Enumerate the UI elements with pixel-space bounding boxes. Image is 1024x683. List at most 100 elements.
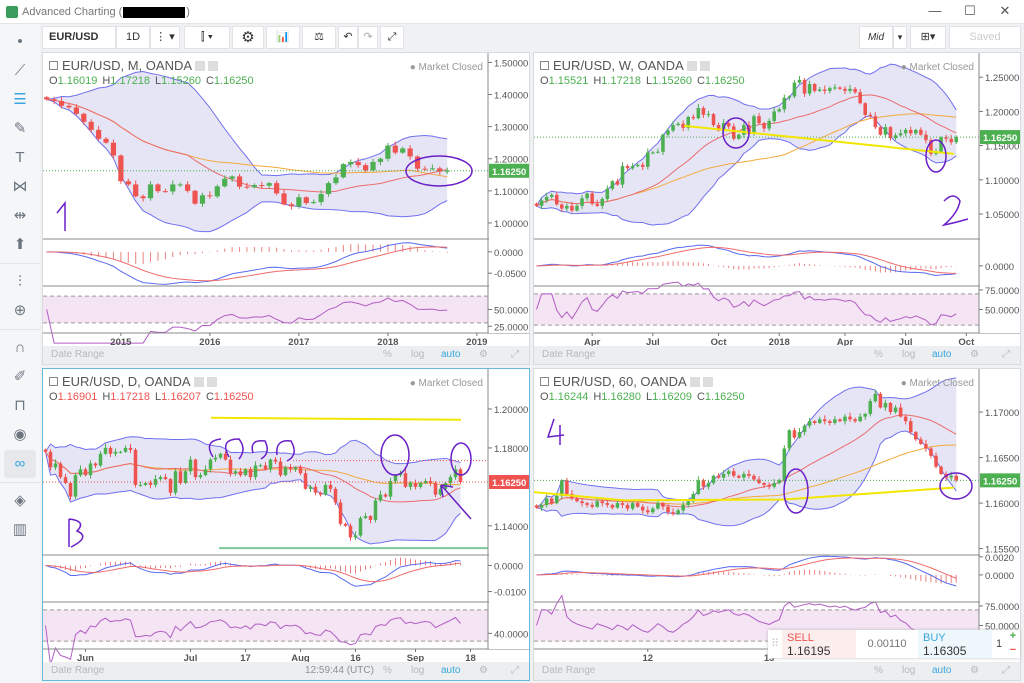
quantity-increase-button[interactable]: + — [1009, 630, 1017, 642]
candle-body — [696, 480, 701, 494]
pane-settings-icon[interactable] — [206, 377, 217, 387]
auto-toggle[interactable]: auto — [441, 349, 461, 360]
price-type-chevron-down-icon[interactable]: ▾ — [893, 26, 907, 49]
brush-icon[interactable]: ✎ — [13, 120, 27, 137]
zoom-in-icon[interactable]: ⊕ — [13, 302, 27, 319]
candle-body — [444, 170, 450, 172]
percent-toggle[interactable]: % — [383, 349, 392, 360]
pane-settings-icon[interactable] — [699, 61, 710, 71]
auto-toggle[interactable]: auto — [441, 665, 461, 676]
price-axis — [980, 53, 1020, 333]
drag-handle-icon[interactable]: ⠿ — [770, 638, 780, 650]
trend-line-icon[interactable]: ⟋ — [14, 62, 26, 79]
maximize-button[interactable]: ☐ — [964, 3, 976, 18]
arrow-up-icon[interactable]: ⬆ — [13, 236, 27, 253]
layers-icon[interactable]: ◈ — [14, 492, 26, 509]
redo-icon[interactable]: ↷ — [358, 26, 378, 49]
pane-title[interactable]: EUR/USD, W, OANDA — [540, 58, 710, 73]
candle-body — [954, 475, 959, 481]
auto-toggle[interactable]: auto — [932, 349, 952, 360]
pane-settings-icon[interactable] — [208, 61, 219, 71]
maximize-pane-icon[interactable]: ⤢ — [1002, 665, 1010, 676]
lock-drawing-icon[interactable]: ✐ — [13, 368, 27, 385]
chart-type-dropdown[interactable]: ⫿ ▾ — [184, 26, 230, 49]
bollinger-lower-line — [45, 451, 461, 545]
link-icon[interactable]: ∞ — [4, 450, 36, 478]
visibility-icon[interactable] — [689, 377, 700, 387]
measure-icon[interactable]: ⇹ — [13, 207, 27, 224]
collapse-icon[interactable] — [540, 377, 549, 386]
auto-toggle[interactable]: auto — [932, 665, 952, 676]
compare-scale-icon[interactable]: ⚖ — [302, 26, 336, 49]
fullscreen-icon[interactable]: ⤢ — [380, 26, 404, 49]
settings-gear-icon[interactable]: ⚙ — [232, 26, 264, 49]
collapse-icon[interactable] — [49, 377, 58, 386]
pane-title[interactable]: EUR/USD, 60, OANDA — [540, 374, 713, 389]
chart-pane-monthly[interactable]: 1.50000 1.40000 1.30000 1.20000 1.10000 1.000… — [42, 52, 530, 365]
fib-lines-icon[interactable]: ☰ — [13, 91, 27, 108]
candle-body — [929, 448, 933, 456]
text-tool-icon[interactable]: T — [15, 149, 25, 166]
trash-icon[interactable]: ▥ — [12, 521, 28, 538]
quantity-decrease-button[interactable]: − — [1009, 644, 1017, 656]
symbol-input[interactable]: EUR/USD — [42, 26, 116, 49]
pane-settings-icon[interactable] — [702, 377, 713, 387]
time-axis-label: 18 — [465, 653, 476, 662]
dot-cursor-icon[interactable]: • — [17, 33, 23, 50]
chart-pane-hourly[interactable]: 1.17000 1.16500 1.16000 1.15500 0.0020 0.0000… — [533, 368, 1021, 681]
close-button[interactable]: ✕ — [999, 3, 1011, 18]
log-toggle[interactable]: log — [902, 665, 916, 676]
chart-pane-weekly[interactable]: 1.25000 1.20000 1.15000 1.10000 1.05000 0.000… — [533, 52, 1021, 365]
date-range-button[interactable]: Date Range — [542, 665, 596, 676]
quantity-input[interactable]: 1 — [995, 638, 1003, 650]
pattern-icon[interactable]: ⋈ — [12, 178, 28, 195]
date-range-button[interactable]: Date Range — [542, 349, 596, 360]
interval-button[interactable]: 1D — [116, 26, 150, 49]
candle-body — [767, 484, 771, 487]
axis-settings-gear-icon[interactable]: ⚙ — [479, 349, 488, 360]
log-toggle[interactable]: log — [411, 665, 425, 676]
indicator-icon[interactable]: ⫶ — [18, 273, 22, 290]
magnet-icon[interactable]: ∩ — [14, 339, 26, 356]
axis-settings-gear-icon[interactable]: ⚙ — [479, 665, 488, 676]
candle-body — [539, 504, 544, 508]
price-type-select[interactable]: Mid — [859, 26, 893, 49]
visibility-icon[interactable] — [193, 377, 204, 387]
indicators-icon[interactable]: 📊 — [266, 26, 300, 49]
collapse-icon[interactable] — [540, 61, 549, 70]
visibility-icon[interactable] — [195, 61, 206, 71]
minimize-button[interactable]: — — [928, 3, 942, 18]
axis-settings-gear-icon[interactable]: ⚙ — [970, 349, 979, 360]
log-toggle[interactable]: log — [411, 349, 425, 360]
percent-toggle[interactable]: % — [874, 665, 883, 676]
hand-drawn-annotation — [56, 200, 66, 231]
log-toggle[interactable]: log — [902, 349, 916, 360]
price-axis-label: 1.18000 — [494, 444, 528, 455]
price-axis-label: 1.10000 — [985, 176, 1019, 187]
percent-toggle[interactable]: % — [874, 349, 883, 360]
saved-button[interactable]: Saved — [949, 26, 1021, 49]
maximize-pane-icon[interactable]: ⤢ — [1002, 349, 1010, 360]
layout-grid-icon[interactable]: ⊞▾ — [910, 26, 946, 49]
collapse-icon[interactable] — [49, 61, 58, 70]
axis-settings-gear-icon[interactable]: ⚙ — [970, 665, 979, 676]
pane-title[interactable]: EUR/USD, M, OANDA — [49, 58, 219, 73]
macd-signal-line — [45, 562, 461, 583]
date-range-button[interactable]: Date Range — [51, 665, 105, 676]
candle-body — [651, 508, 655, 513]
candle-body — [914, 129, 918, 134]
buy-button[interactable]: BUY 1.16305 — [918, 630, 992, 658]
chart-pane-daily[interactable]: 1.20000 1.18000 1.14000 0.0000 -0.0100 40.000… — [42, 368, 530, 681]
sell-button[interactable]: SELL 1.16195 — [782, 630, 856, 658]
date-range-button[interactable]: Date Range — [51, 349, 105, 360]
pane-title[interactable]: EUR/USD, D, OANDA — [49, 374, 217, 389]
eye-icon[interactable]: ◉ — [13, 426, 27, 443]
undo-icon[interactable]: ↶ — [338, 26, 358, 49]
interval-dropdown[interactable]: ⋮ ▾ — [150, 26, 180, 49]
visibility-icon[interactable] — [686, 61, 697, 71]
unlock-icon[interactable]: ⊓ — [14, 397, 26, 414]
maximize-pane-icon[interactable]: ⤢ — [511, 665, 519, 676]
percent-toggle[interactable]: % — [383, 665, 392, 676]
candle-body — [833, 87, 837, 89]
maximize-pane-icon[interactable]: ⤢ — [511, 349, 519, 360]
